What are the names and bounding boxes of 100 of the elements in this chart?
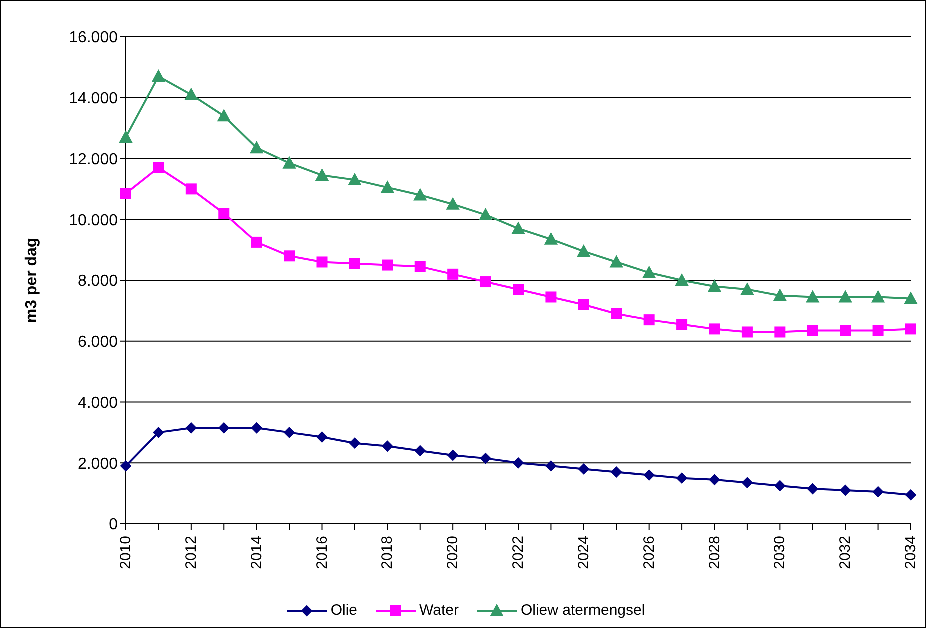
x-tick-label: 2010: [118, 536, 134, 570]
point: [186, 184, 197, 195]
point: [218, 110, 231, 122]
x-tick-label: 2024: [575, 536, 592, 570]
point: [806, 290, 820, 303]
point: [708, 280, 722, 292]
y-axis-title: m3 per dag: [24, 238, 41, 324]
point: [316, 432, 328, 443]
point: [774, 480, 786, 492]
point: [381, 181, 394, 194]
point: [186, 422, 197, 434]
y-tick-label: 2.000: [78, 456, 118, 473]
point: [414, 188, 427, 201]
point: [284, 250, 296, 262]
point: [676, 274, 689, 286]
point: [153, 427, 164, 438]
x-tick-label: 2016: [314, 536, 331, 570]
x-tick-label: 2034: [902, 536, 920, 570]
point: [676, 319, 688, 330]
point: [774, 326, 786, 338]
point: [414, 445, 426, 456]
y-tick-label: 0: [109, 516, 118, 534]
point: [251, 422, 262, 434]
point: [446, 198, 460, 210]
point: [840, 485, 852, 496]
y-tick-label: 8.000: [78, 273, 118, 290]
point: [348, 174, 362, 186]
legend-label: Olie: [330, 602, 358, 619]
point: [414, 261, 426, 272]
point: [218, 208, 230, 220]
legend-label: Oliew atermengsel: [520, 602, 646, 619]
point: [904, 292, 918, 304]
y-tick-label: 12.000: [69, 151, 118, 168]
point: [480, 453, 492, 464]
x-tick-label: 2030: [772, 536, 789, 570]
point: [709, 324, 720, 335]
point: [184, 88, 198, 100]
point: [448, 268, 459, 280]
x-tick-label: 2026: [640, 536, 658, 570]
point: [709, 474, 720, 486]
point: [839, 290, 852, 303]
point: [644, 314, 655, 326]
y-tick-label: 10.000: [69, 212, 118, 230]
point: [250, 142, 264, 154]
point: [872, 290, 885, 303]
point: [546, 292, 557, 303]
point: [513, 458, 524, 469]
x-tick-label: 2022: [510, 536, 527, 570]
point: [578, 464, 590, 475]
point: [578, 299, 590, 310]
point: [283, 156, 296, 169]
x-tick-label: 2018: [379, 536, 396, 570]
y-tick-label: 16.000: [69, 30, 118, 47]
point: [284, 427, 296, 438]
point: [316, 168, 329, 181]
point: [251, 236, 262, 248]
x-tick-label: 2028: [706, 536, 724, 570]
point: [544, 232, 558, 245]
point: [906, 324, 916, 335]
legend-label: Water: [420, 602, 459, 619]
point: [513, 284, 524, 296]
point: [644, 470, 655, 481]
y-tick-label: 4.000: [78, 394, 118, 412]
x-tick-label: 2012: [182, 536, 200, 570]
point: [480, 276, 492, 288]
point: [316, 256, 328, 268]
point: [349, 438, 360, 449]
point: [740, 283, 754, 296]
point: [120, 130, 132, 143]
x-tick-label: 2032: [837, 536, 854, 570]
point: [152, 70, 166, 82]
point: [512, 222, 525, 234]
point: [218, 422, 230, 434]
point: [610, 256, 624, 268]
point: [479, 208, 492, 221]
x-tick-label: 2014: [248, 536, 266, 570]
point: [448, 450, 459, 462]
point: [872, 486, 884, 498]
point: [872, 325, 884, 336]
point: [546, 460, 557, 472]
point: [349, 258, 360, 270]
point: [611, 308, 622, 320]
x-tick-label: 2020: [444, 536, 462, 570]
point: [807, 483, 818, 494]
point: [120, 188, 132, 200]
point: [807, 325, 818, 336]
point: [742, 326, 753, 338]
y-tick-label: 6.000: [78, 334, 118, 352]
point: [642, 266, 656, 278]
point: [840, 325, 852, 336]
y-tick-label: 14.000: [69, 90, 118, 108]
point: [382, 260, 394, 271]
point: [774, 289, 787, 302]
point: [676, 472, 688, 484]
point: [153, 162, 164, 174]
point: [906, 490, 916, 501]
point: [577, 245, 590, 258]
point: [611, 466, 622, 478]
point: [382, 440, 394, 452]
point: [742, 477, 753, 488]
